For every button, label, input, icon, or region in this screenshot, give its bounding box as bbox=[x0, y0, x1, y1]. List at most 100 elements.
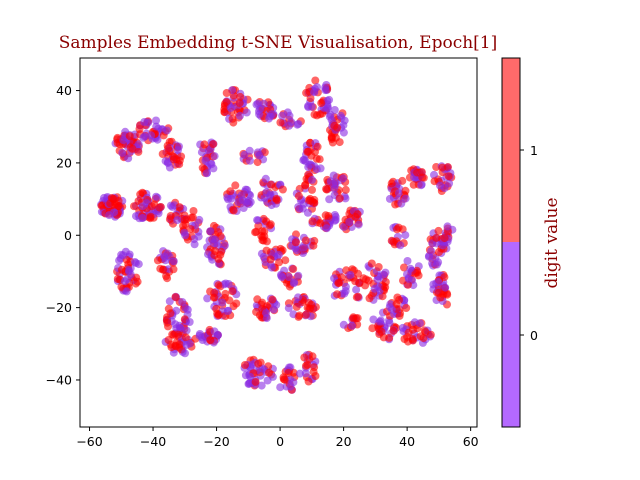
point-digit-1 bbox=[153, 256, 162, 265]
point-digit-1 bbox=[335, 194, 344, 203]
point-digit-0 bbox=[224, 195, 233, 204]
point-digit-1 bbox=[232, 299, 241, 308]
point-digit-0 bbox=[341, 194, 350, 203]
point-digit-0 bbox=[345, 218, 354, 226]
point-digit-1 bbox=[300, 353, 309, 362]
point-digit-0 bbox=[385, 194, 394, 203]
point-digit-1 bbox=[308, 352, 317, 361]
point-digit-0 bbox=[301, 369, 310, 378]
colorbar-segment-1 bbox=[502, 58, 520, 242]
point-digit-0 bbox=[197, 148, 206, 157]
point-digit-1 bbox=[381, 283, 390, 292]
point-digit-1 bbox=[113, 135, 122, 144]
point-digit-1 bbox=[309, 241, 318, 250]
point-digit-1 bbox=[409, 325, 417, 334]
point-digit-1 bbox=[434, 226, 443, 235]
point-digit-0 bbox=[125, 267, 133, 276]
point-digit-1 bbox=[266, 220, 275, 229]
point-digit-1 bbox=[301, 236, 310, 245]
point-digit-1 bbox=[331, 133, 340, 142]
point-digit-1 bbox=[294, 192, 303, 201]
point-digit-1 bbox=[308, 185, 316, 194]
point-digit-1 bbox=[200, 140, 209, 149]
point-digit-1 bbox=[417, 168, 426, 176]
point-digit-1 bbox=[393, 225, 401, 234]
x-tick-label: −60 bbox=[76, 434, 102, 449]
x-tick-label: −20 bbox=[203, 434, 229, 449]
point-digit-1 bbox=[276, 118, 285, 127]
x-tick-label: 20 bbox=[336, 434, 352, 449]
point-digit-1 bbox=[209, 293, 218, 302]
point-digit-0 bbox=[381, 268, 390, 277]
point-digit-1 bbox=[134, 147, 143, 156]
point-digit-0 bbox=[237, 191, 246, 200]
point-digit-0 bbox=[286, 382, 295, 391]
point-digit-0 bbox=[415, 319, 424, 328]
point-digit-0 bbox=[294, 293, 302, 302]
point-digit-1 bbox=[313, 142, 322, 151]
point-digit-0 bbox=[176, 324, 185, 333]
point-digit-0 bbox=[438, 241, 447, 250]
point-digit-0 bbox=[308, 175, 316, 184]
point-digit-1 bbox=[188, 213, 197, 222]
point-digit-0 bbox=[443, 222, 452, 231]
point-digit-0 bbox=[398, 323, 407, 332]
point-digit-0 bbox=[434, 277, 443, 286]
point-digit-1 bbox=[365, 294, 374, 303]
point-digit-0 bbox=[306, 160, 315, 169]
point-digit-1 bbox=[228, 114, 237, 123]
point-digit-0 bbox=[147, 131, 156, 140]
point-digit-1 bbox=[169, 265, 178, 274]
point-digit-0 bbox=[304, 103, 313, 112]
point-digit-0 bbox=[441, 283, 450, 292]
point-digit-1 bbox=[241, 361, 249, 369]
point-digit-1 bbox=[136, 190, 145, 199]
point-digit-1 bbox=[210, 251, 219, 260]
point-digit-0 bbox=[252, 100, 261, 109]
point-digit-0 bbox=[210, 327, 219, 336]
point-digit-1 bbox=[253, 158, 262, 167]
point-digit-0 bbox=[396, 241, 405, 250]
point-digit-1 bbox=[317, 99, 326, 108]
point-digit-0 bbox=[321, 83, 330, 92]
point-digit-1 bbox=[189, 207, 198, 215]
point-digit-1 bbox=[333, 290, 342, 299]
point-digit-1 bbox=[146, 214, 155, 223]
point-digit-0 bbox=[445, 179, 454, 188]
point-digit-1 bbox=[444, 172, 453, 181]
point-digit-1 bbox=[107, 194, 116, 202]
point-digit-0 bbox=[401, 231, 410, 240]
point-digit-1 bbox=[228, 287, 237, 296]
point-digit-1 bbox=[260, 232, 269, 241]
point-digit-1 bbox=[252, 307, 261, 316]
point-digit-0 bbox=[376, 316, 385, 325]
point-digit-1 bbox=[268, 295, 277, 304]
point-digit-0 bbox=[341, 287, 350, 295]
colorbar-tick-label-1: 1 bbox=[530, 143, 538, 158]
point-digit-1 bbox=[221, 289, 230, 298]
point-digit-0 bbox=[290, 278, 299, 287]
point-digit-0 bbox=[296, 369, 304, 378]
point-digit-1 bbox=[216, 250, 225, 259]
point-digit-1 bbox=[265, 368, 273, 377]
point-digit-1 bbox=[125, 132, 134, 141]
point-digit-0 bbox=[284, 273, 293, 281]
point-digit-1 bbox=[147, 202, 156, 211]
point-digit-1 bbox=[367, 259, 376, 268]
point-digit-1 bbox=[251, 377, 260, 386]
point-digit-1 bbox=[266, 255, 275, 264]
point-digit-0 bbox=[427, 247, 436, 256]
point-digit-0 bbox=[348, 321, 356, 330]
point-digit-0 bbox=[207, 160, 216, 169]
point-digit-0 bbox=[299, 243, 308, 252]
point-digit-0 bbox=[293, 120, 302, 129]
point-digit-1 bbox=[359, 274, 368, 283]
point-digit-1 bbox=[156, 264, 165, 273]
point-digit-0 bbox=[354, 220, 363, 229]
point-digit-0 bbox=[242, 108, 251, 117]
point-digit-1 bbox=[436, 293, 445, 302]
point-digit-0 bbox=[436, 181, 444, 190]
point-digit-1 bbox=[291, 238, 300, 247]
point-digit-1 bbox=[401, 186, 410, 195]
